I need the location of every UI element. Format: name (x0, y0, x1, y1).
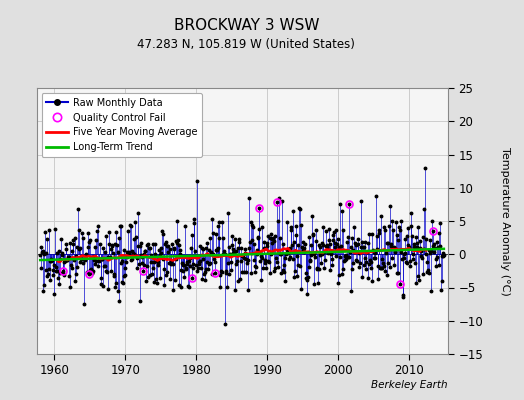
Text: Berkeley Earth: Berkeley Earth (372, 380, 448, 390)
Legend: Raw Monthly Data, Quality Control Fail, Five Year Moving Average, Long-Term Tren: Raw Monthly Data, Quality Control Fail, … (41, 93, 202, 157)
Y-axis label: Temperature Anomaly (°C): Temperature Anomaly (°C) (500, 147, 510, 295)
Text: BROCKWAY 3 WSW: BROCKWAY 3 WSW (173, 18, 319, 33)
Text: 47.283 N, 105.819 W (United States): 47.283 N, 105.819 W (United States) (137, 38, 355, 51)
